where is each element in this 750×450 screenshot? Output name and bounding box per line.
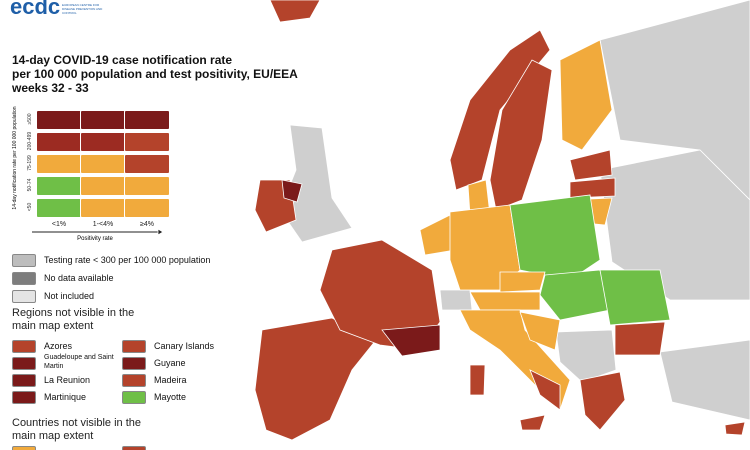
region-label: Mayotte xyxy=(154,392,187,402)
legend-label: Testing rate < 300 per 100 000 populatio… xyxy=(44,255,211,265)
col-label: ≥4% xyxy=(140,221,154,228)
region-swatch xyxy=(122,357,146,370)
matrix-y-label: 14-day notification rate per 100 000 pop… xyxy=(12,106,18,210)
region-swatch xyxy=(12,374,36,387)
region-label: Martinique xyxy=(44,392,87,402)
region-swatch xyxy=(12,340,36,353)
cell xyxy=(80,132,126,152)
legend-swatch xyxy=(12,254,36,267)
map-land xyxy=(254,0,750,441)
cell xyxy=(36,176,82,196)
legend-label: Not included xyxy=(44,291,95,301)
region-swatch xyxy=(122,340,146,353)
countries-title: Countries not visible in the main map ex… xyxy=(12,417,142,442)
cell xyxy=(36,154,82,174)
row-label: 50-74 xyxy=(27,178,33,192)
title-line: weeks 32 - 33 xyxy=(12,81,89,95)
logo: ecdc xyxy=(10,0,61,19)
legend-label: No data available xyxy=(44,273,114,283)
region-label: Guadeloupe and Saint Martin xyxy=(44,354,114,370)
row-label: 200-499 xyxy=(27,131,33,151)
region-swatch xyxy=(12,391,36,404)
x-arrow xyxy=(32,228,164,236)
cell xyxy=(80,154,126,174)
title: 14-day COVID-19 case notification rate p… xyxy=(12,53,298,95)
matrix-x-label: Positivity rate xyxy=(77,236,113,242)
row-label: 75-199 xyxy=(27,155,33,171)
cell xyxy=(36,132,82,152)
region-label: La Reunion xyxy=(44,375,91,385)
cell xyxy=(124,176,170,196)
row-label: <50 xyxy=(27,202,33,212)
cell xyxy=(124,198,170,218)
logo-subtitle: EUROPEAN CENTRE FOR DISEASE PREVENTION A… xyxy=(62,3,103,15)
country-swatch xyxy=(122,446,146,450)
legend-swatch xyxy=(12,272,36,285)
region-swatch xyxy=(12,357,36,370)
region-swatch xyxy=(122,391,146,404)
regions-title: Regions not visible in the main map exte… xyxy=(12,307,135,332)
title-line: per 100 000 population and test positivi… xyxy=(12,67,298,81)
cell xyxy=(124,132,170,152)
cell xyxy=(80,110,126,130)
cell xyxy=(80,198,126,218)
cell xyxy=(124,154,170,174)
cell xyxy=(36,198,82,218)
country-swatch xyxy=(12,446,36,450)
cell xyxy=(36,110,82,130)
region-label: Guyane xyxy=(154,358,186,368)
legend-swatch xyxy=(12,290,36,303)
title-line: 14-day COVID-19 case notification rate xyxy=(12,53,233,67)
col-label: <1% xyxy=(51,221,67,228)
region-label: Azores xyxy=(44,341,73,351)
cell xyxy=(80,176,126,196)
region-swatch xyxy=(122,374,146,387)
row-label: ≥500 xyxy=(27,113,33,125)
region-label: Canary Islands xyxy=(154,341,215,351)
region-label: Madeira xyxy=(154,375,187,385)
col-label: 1-<4% xyxy=(92,221,114,228)
cell xyxy=(124,110,170,130)
